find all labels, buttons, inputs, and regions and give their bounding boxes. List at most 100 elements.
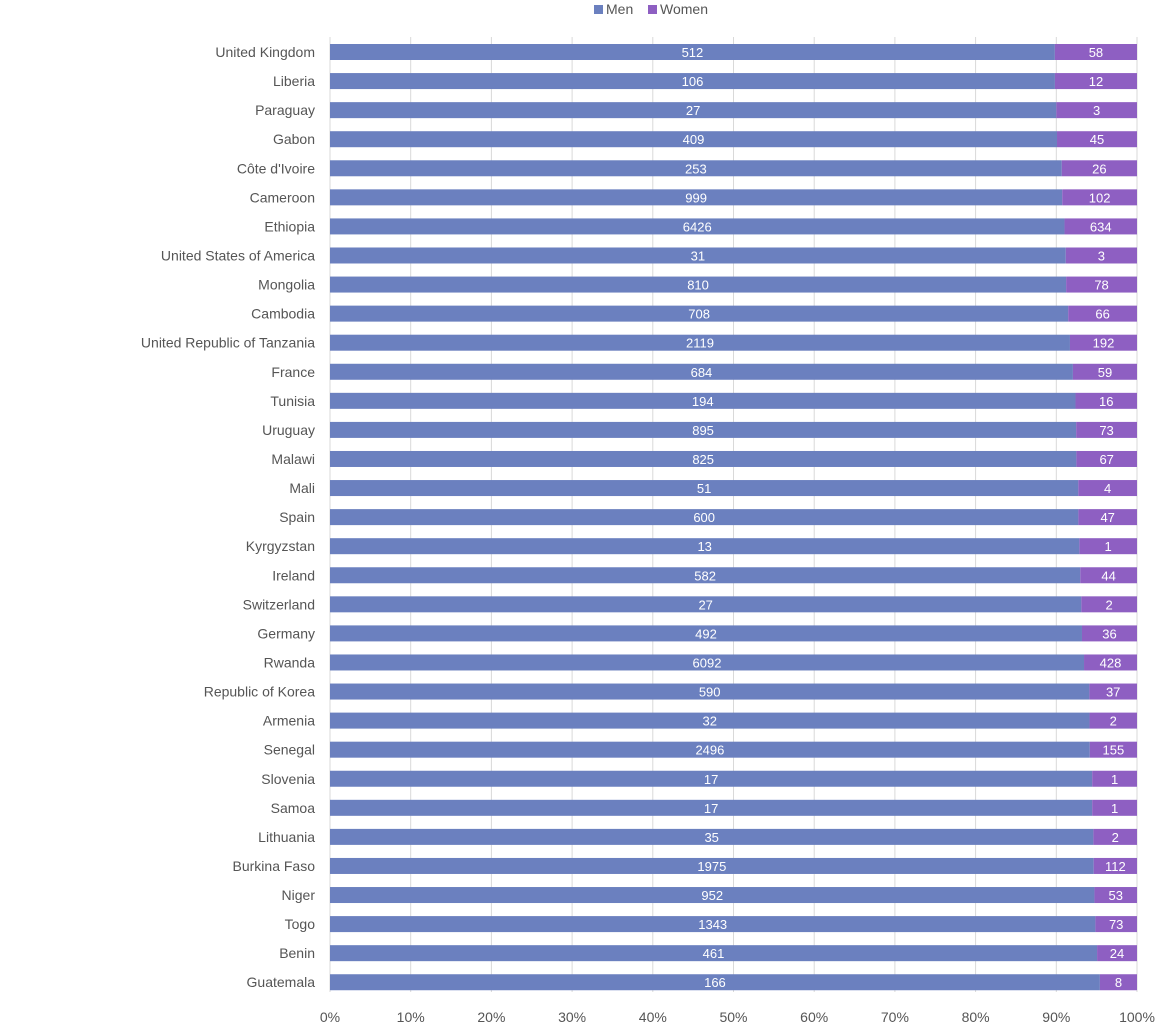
data-label-men-rwanda: 6092: [693, 655, 722, 670]
data-label-men-armenia: 32: [703, 714, 717, 729]
category-label-benin: Benin: [279, 945, 315, 961]
data-label-men-liberia: 106: [682, 74, 704, 89]
data-label-women-rwanda: 428: [1100, 655, 1122, 670]
bar-men-senegal: [330, 741, 1090, 758]
bar-men-guatemala: [330, 974, 1100, 991]
data-label-women-united-republic-of-tanzania: 192: [1093, 336, 1115, 351]
bar-men-uruguay: [330, 421, 1077, 438]
data-label-women-gabon: 45: [1090, 132, 1104, 147]
data-label-women-united-kingdom: 58: [1089, 45, 1103, 60]
data-label-men-tunisia: 194: [692, 394, 714, 409]
category-labels: United Kingdom Liberia Paraguay Gabon Côte d…: [141, 44, 315, 990]
data-label-men-slovenia: 17: [704, 772, 718, 787]
data-label-men-togo: 1343: [698, 917, 727, 932]
bar-women-burkina-faso: [1093, 857, 1137, 874]
category-label-slovenia: Slovenia: [261, 771, 315, 787]
data-label-men-malawi: 825: [692, 452, 714, 467]
bar-men-germany: [330, 625, 1082, 642]
x-tick-label: 100%: [1119, 1009, 1155, 1025]
data-label-women-france: 59: [1098, 365, 1112, 380]
data-label-men-paraguay: 27: [686, 103, 700, 118]
x-tick-label: 70%: [881, 1009, 909, 1025]
x-tick-label: 50%: [719, 1009, 747, 1025]
category-label-uruguay: Uruguay: [262, 422, 315, 438]
bar-women-liberia: [1054, 73, 1137, 90]
bar-men-rwanda: [330, 654, 1085, 671]
category-label-guatemala: Guatemala: [247, 974, 316, 990]
data-label-men-c-te-d-ivoire: 253: [685, 161, 707, 176]
bar-men-gabon: [330, 131, 1058, 148]
data-label-women-slovenia: 1: [1111, 772, 1118, 787]
category-label-united-states-of-america: United States of America: [161, 247, 315, 263]
bar-men-kyrgyzstan: [330, 538, 1080, 555]
x-tick-label: 30%: [558, 1009, 586, 1025]
data-label-men-ethiopia: 6426: [683, 219, 712, 234]
category-label-germany: Germany: [257, 625, 315, 641]
x-tick-label: 40%: [639, 1009, 667, 1025]
bar-women-united-states-of-america: [1065, 247, 1137, 264]
data-label-men-united-republic-of-tanzania: 2119: [686, 336, 714, 351]
bar-men-liberia: [330, 73, 1055, 90]
legend: Men Women: [594, 1, 708, 17]
legend-label-women: Women: [660, 1, 708, 17]
data-label-women-armenia: 2: [1110, 714, 1117, 729]
x-tick-label: 0%: [320, 1009, 340, 1025]
category-label-switzerland: Switzerland: [243, 596, 315, 612]
bar-women-ethiopia: [1064, 218, 1137, 235]
data-label-women-lithuania: 2: [1112, 830, 1119, 845]
bar-men-benin: [330, 945, 1098, 962]
bar-men-spain: [330, 509, 1079, 526]
data-label-men-cameroon: 999: [685, 190, 707, 205]
data-label-men-republic-of-korea: 590: [699, 685, 721, 700]
category-label-france: France: [271, 364, 315, 380]
data-label-women-switzerland: 2: [1106, 597, 1113, 612]
bar-men-c-te-d-ivoire: [330, 160, 1062, 177]
bar-women-slovenia: [1092, 770, 1137, 787]
data-label-women-benin: 24: [1110, 946, 1124, 961]
x-tick-label: 20%: [477, 1009, 505, 1025]
data-label-women-senegal: 155: [1103, 743, 1125, 758]
x-tick-label: 90%: [1042, 1009, 1070, 1025]
bar-men-malawi: [330, 450, 1077, 467]
legend-label-men: Men: [606, 1, 633, 17]
category-label-niger: Niger: [282, 887, 316, 903]
data-label-women-samoa: 1: [1111, 801, 1118, 816]
category-label-burkina-faso: Burkina Faso: [233, 858, 316, 874]
data-label-men-senegal: 2496: [695, 743, 724, 758]
category-label-paraguay: Paraguay: [255, 102, 315, 118]
data-label-women-liberia: 12: [1089, 74, 1103, 89]
category-label-malawi: Malawi: [271, 451, 315, 467]
data-label-women-mali: 4: [1104, 481, 1111, 496]
bar-women-armenia: [1089, 712, 1137, 729]
data-label-women-malawi: 67: [1099, 452, 1113, 467]
data-label-women-cameroon: 102: [1089, 190, 1111, 205]
bar-women-cameroon: [1062, 189, 1137, 206]
category-label-lithuania: Lithuania: [258, 829, 315, 845]
category-label-mongolia: Mongolia: [258, 277, 315, 293]
data-label-women-paraguay: 3: [1093, 103, 1100, 118]
bar-women-paraguay: [1056, 102, 1137, 119]
category-label-togo: Togo: [285, 916, 316, 932]
category-label-rwanda: Rwanda: [264, 654, 316, 670]
bar-men-paraguay: [330, 102, 1057, 119]
data-label-men-samoa: 17: [704, 801, 718, 816]
bar-men-slovenia: [330, 770, 1093, 787]
data-label-men-cambodia: 708: [688, 307, 710, 322]
category-label-senegal: Senegal: [264, 742, 315, 758]
category-label-spain: Spain: [279, 509, 315, 525]
bar-women-togo: [1095, 916, 1137, 933]
bar-women-germany: [1081, 625, 1137, 642]
data-label-men-benin: 461: [703, 946, 725, 961]
bar-men-armenia: [330, 712, 1090, 729]
category-label-ireland: Ireland: [272, 567, 315, 583]
bar-women-united-republic-of-tanzania: [1069, 334, 1137, 351]
bar-women-switzerland: [1081, 596, 1137, 613]
data-label-men-burkina-faso: 1975: [697, 859, 726, 874]
data-label-women-ireland: 44: [1101, 568, 1115, 583]
legend-swatch-men: [594, 5, 603, 14]
bar-men-lithuania: [330, 828, 1094, 845]
bar-women-benin: [1097, 945, 1137, 962]
data-label-men-united-kingdom: 512: [682, 45, 704, 60]
category-label-samoa: Samoa: [271, 800, 316, 816]
